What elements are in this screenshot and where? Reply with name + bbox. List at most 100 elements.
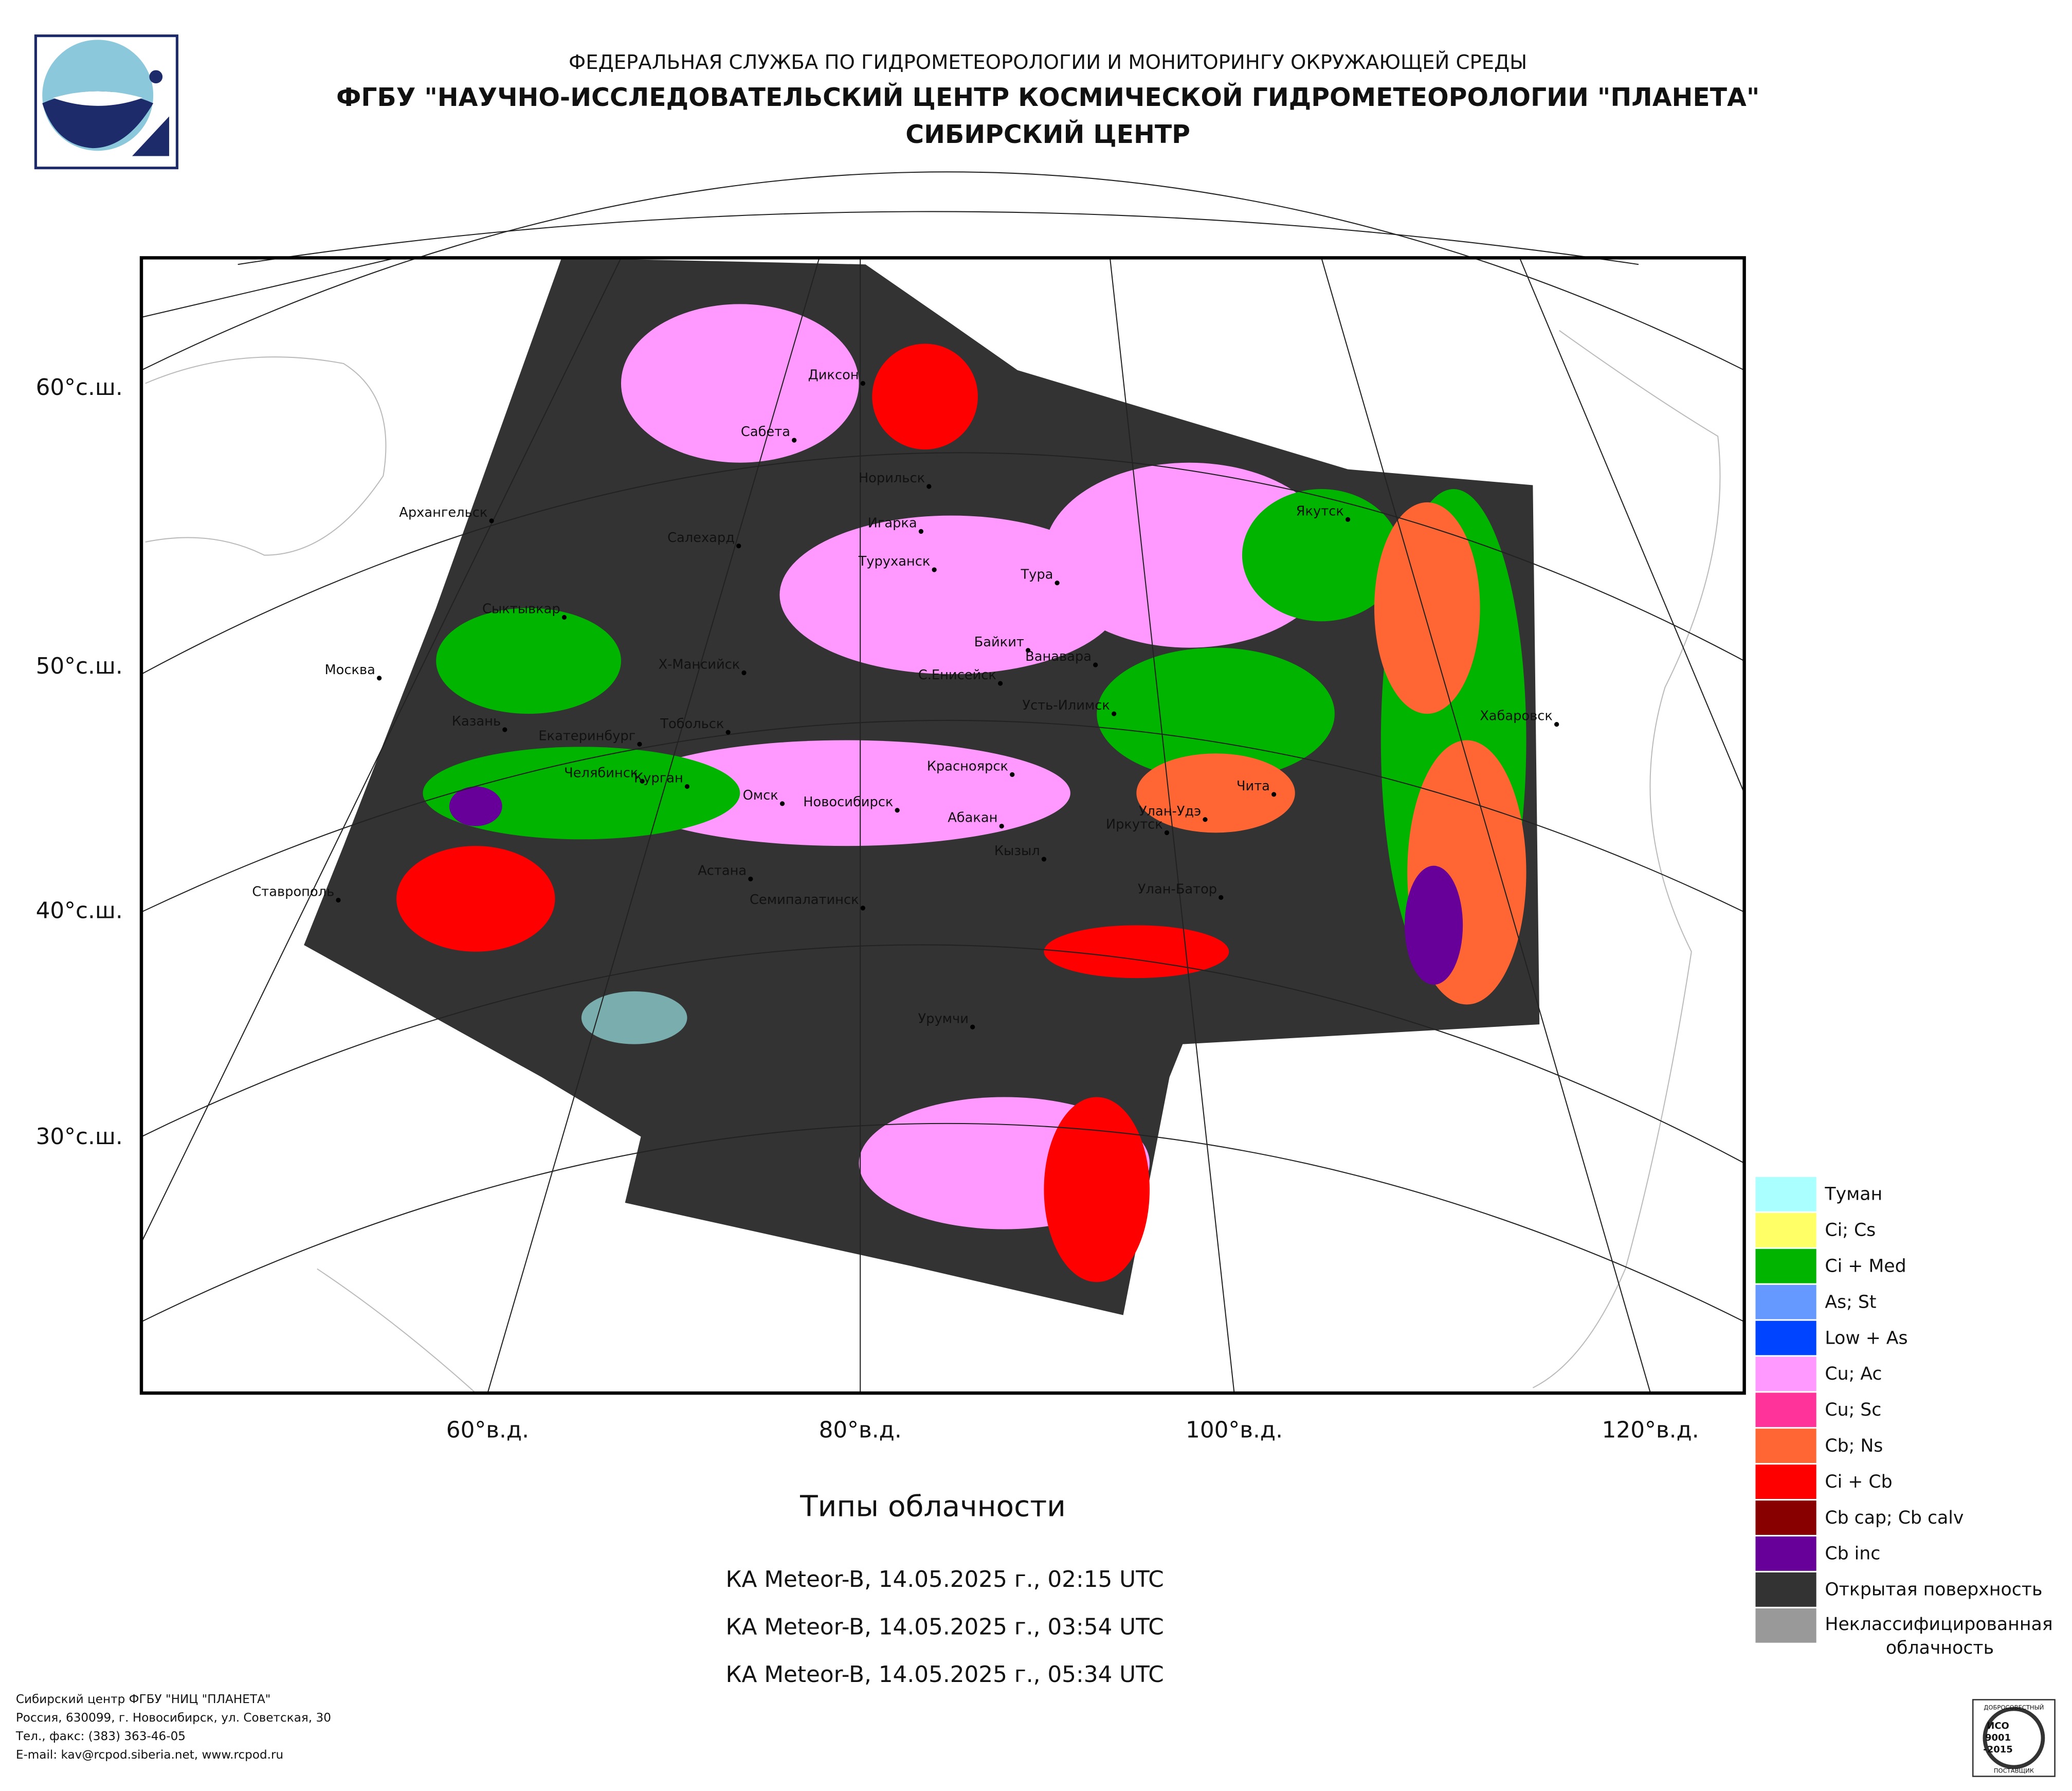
graticule-labels: 60°с.ш. 50°с.ш. 40°с.ш. 30°с.ш. 60°в.д. 80°в.…: [36, 374, 1699, 1443]
city-dot: [736, 544, 741, 549]
legend-swatch: [1754, 1463, 1818, 1500]
city-label: Ставрополь: [252, 884, 334, 900]
legend-label: облачность: [1886, 1638, 1994, 1658]
legend-swatch: [1754, 1535, 1818, 1572]
city-label: Ванавара: [1025, 649, 1092, 664]
legend-swatch: [1754, 1175, 1818, 1213]
city-label: Игарка: [868, 516, 917, 531]
legend-label: As; St: [1825, 1292, 1876, 1312]
city-dot: [1203, 817, 1208, 822]
city-dot: [748, 876, 753, 881]
legend-label: Cb; Ns: [1825, 1436, 1883, 1456]
lon-label: 120°в.д.: [1602, 1417, 1699, 1443]
city-dot: [1055, 581, 1060, 586]
city-label: Иркутск: [1106, 817, 1163, 832]
badge-top: ДОБРОСОВЕСТНЫЙ: [1984, 1703, 2044, 1711]
footer-line: Россия, 630099, г. Новосибирск, ул. Сове…: [16, 1711, 331, 1725]
badge-iso: -2015: [1983, 1744, 2013, 1755]
landmass-outlines: [145, 330, 1721, 1394]
city-label: Курган: [634, 771, 683, 786]
footer: Сибирский центр ФГБУ "НИЦ "ПЛАНЕТА" Росси…: [15, 1693, 331, 1762]
legend-swatch: [1754, 1607, 1818, 1644]
city-dot: [779, 801, 785, 806]
city-dot: [792, 438, 797, 443]
city-dot: [860, 906, 865, 911]
legend-swatch: [1754, 1355, 1818, 1392]
city-layer: Диксон Сабета Норильск Игарка Туруханск Салех…: [252, 368, 1559, 1029]
lon-label: 100°в.д.: [1186, 1417, 1283, 1443]
city-dot: [1345, 517, 1351, 522]
city-dot: [1219, 895, 1224, 900]
city-dot: [1164, 830, 1170, 836]
legend-swatch: [1754, 1283, 1818, 1321]
city-dot: [1271, 792, 1277, 797]
city-label: Семипалатинск: [750, 892, 859, 908]
city-dot: [932, 567, 937, 572]
legend-label: Ci + Cb: [1825, 1472, 1892, 1492]
city-label: Архангельск: [399, 505, 487, 520]
city-dot: [637, 741, 642, 747]
city-label: Казань: [452, 714, 501, 729]
logo: [34, 34, 178, 170]
city-dot: [640, 779, 645, 784]
lat-label: 50°с.ш.: [36, 653, 123, 679]
city-label: Улан-Батор: [1138, 881, 1217, 897]
footer-line: E-mail: kav@rcpod.siberia.net, www.rcpod…: [16, 1748, 283, 1762]
legend-swatch: [1754, 1427, 1818, 1464]
badge-iso: 9001: [1985, 1732, 2011, 1743]
badge-bottom: ПОСТАВЩИК: [1994, 1767, 2034, 1775]
city-dot: [489, 518, 494, 523]
city-label: Байкит: [974, 635, 1024, 650]
legend-swatch: [1754, 1571, 1818, 1608]
city-label: Улан-Удэ: [1139, 804, 1201, 819]
lat-label: 30°с.ш.: [36, 1124, 123, 1150]
footer-line: Сибирский центр ФГБУ "НИЦ "ПЛАНЕТА": [16, 1693, 271, 1706]
header-agency: ФЕДЕРАЛЬНАЯ СЛУЖБА ПО ГИДРОМЕТЕОРОЛОГИИ …: [569, 50, 1527, 74]
graticule: [141, 171, 1745, 1394]
city-dot: [684, 784, 690, 789]
city-label: Абакан: [948, 810, 997, 826]
city-label: Тура: [1020, 567, 1053, 583]
city-label: Москва: [325, 662, 375, 678]
city-label: Чита: [1237, 779, 1270, 794]
city-dot: [1041, 857, 1047, 862]
city-label: Новосибирск: [803, 794, 893, 810]
legend-swatch: [1754, 1319, 1818, 1356]
city-label: Урумчи: [918, 1011, 969, 1026]
legend-label: Cu; Ac: [1825, 1364, 1882, 1384]
city-label: Салехард: [667, 530, 735, 546]
legend-swatch: [1754, 1247, 1818, 1285]
city-dot: [725, 730, 731, 735]
map: Диксон Сабета Норильск Игарка Туруханск Салех…: [139, 171, 1746, 1395]
pass-info: КА Meteor-B, 14.05.2025 г., 05:34 UTC: [726, 1661, 1164, 1688]
city-label: Красноярск: [927, 758, 1008, 774]
city-dot: [1112, 711, 1117, 716]
city-dot: [502, 727, 507, 732]
legend: Туман Ci; Cs Ci + Med As; St Low + As Cu; Ac C…: [1754, 1175, 2053, 1658]
city-label: Кызыл: [994, 843, 1040, 859]
header-branch: СИБИРСКИЙ ЦЕНТР: [905, 120, 1190, 149]
city-dot: [926, 484, 932, 489]
city-label: Якутск: [1296, 503, 1344, 519]
city-dot: [561, 614, 567, 620]
city-dot: [895, 808, 900, 813]
city-label: Сабета: [741, 424, 790, 440]
pass-info: КА Meteor-B, 14.05.2025 г., 02:15 UTC: [726, 1566, 1164, 1593]
pass-info: КА Meteor-B, 14.05.2025 г., 03:54 UTC: [726, 1614, 1164, 1640]
city-label: С.Енисейск: [918, 667, 996, 683]
city-label: Х-Мансийск: [659, 657, 740, 673]
legend-label: Ci; Cs: [1825, 1220, 1876, 1241]
city-dot: [997, 681, 1003, 686]
city-dot: [999, 823, 1004, 829]
city-dot: [860, 381, 865, 386]
city-dot: [377, 676, 382, 681]
title: Типы облачности: [799, 1490, 1066, 1523]
city-dot: [1554, 722, 1559, 727]
city-label: Сыктывкар: [482, 602, 560, 617]
city-label: Астана: [698, 863, 747, 878]
header-center: ФГБУ "НАУЧНО-ИССЛЕДОВАТЕЛЬСКИЙ ЦЕНТР КОС…: [336, 83, 1759, 112]
footer-line: Тел., факс: (383) 363-46-05: [15, 1730, 186, 1743]
legend-label: Туман: [1824, 1184, 1882, 1205]
lon-label: 80°в.д.: [819, 1417, 902, 1443]
lat-label: 40°с.ш.: [36, 898, 123, 924]
